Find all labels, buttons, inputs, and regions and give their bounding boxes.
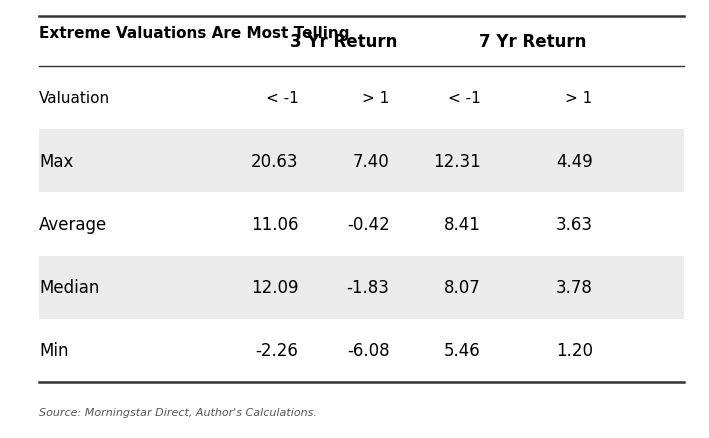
FancyBboxPatch shape	[39, 130, 683, 193]
Text: 11.06: 11.06	[251, 215, 298, 233]
Text: Min: Min	[39, 342, 69, 360]
Text: Median: Median	[39, 279, 99, 297]
Text: -0.42: -0.42	[347, 215, 389, 233]
Text: 3.78: 3.78	[556, 279, 593, 297]
Text: Source: Morningstar Direct, Author's Calculations.: Source: Morningstar Direct, Author's Cal…	[39, 406, 317, 417]
Text: 1.20: 1.20	[556, 342, 593, 360]
Text: 3.63: 3.63	[556, 215, 593, 233]
Text: 7 Yr Return: 7 Yr Return	[479, 33, 587, 51]
Text: 20.63: 20.63	[251, 152, 298, 170]
Text: -2.26: -2.26	[255, 342, 298, 360]
Text: 3 Yr Return: 3 Yr Return	[290, 33, 398, 51]
Text: -6.08: -6.08	[347, 342, 389, 360]
Text: < -1: < -1	[266, 91, 298, 106]
Text: 8.07: 8.07	[444, 279, 481, 297]
Text: Extreme Valuations Are Most Telling: Extreme Valuations Are Most Telling	[39, 26, 350, 41]
Text: 8.41: 8.41	[444, 215, 481, 233]
Text: 12.09: 12.09	[251, 279, 298, 297]
Text: > 1: > 1	[362, 91, 389, 106]
Text: < -1: < -1	[448, 91, 481, 106]
Text: -1.83: -1.83	[347, 279, 389, 297]
Text: > 1: > 1	[566, 91, 593, 106]
Text: Average: Average	[39, 215, 108, 233]
Text: Max: Max	[39, 152, 74, 170]
Text: Valuation: Valuation	[39, 91, 111, 106]
Text: 12.31: 12.31	[433, 152, 481, 170]
Text: 4.49: 4.49	[556, 152, 593, 170]
FancyBboxPatch shape	[39, 256, 683, 319]
Text: 7.40: 7.40	[353, 152, 389, 170]
Text: 5.46: 5.46	[444, 342, 481, 360]
